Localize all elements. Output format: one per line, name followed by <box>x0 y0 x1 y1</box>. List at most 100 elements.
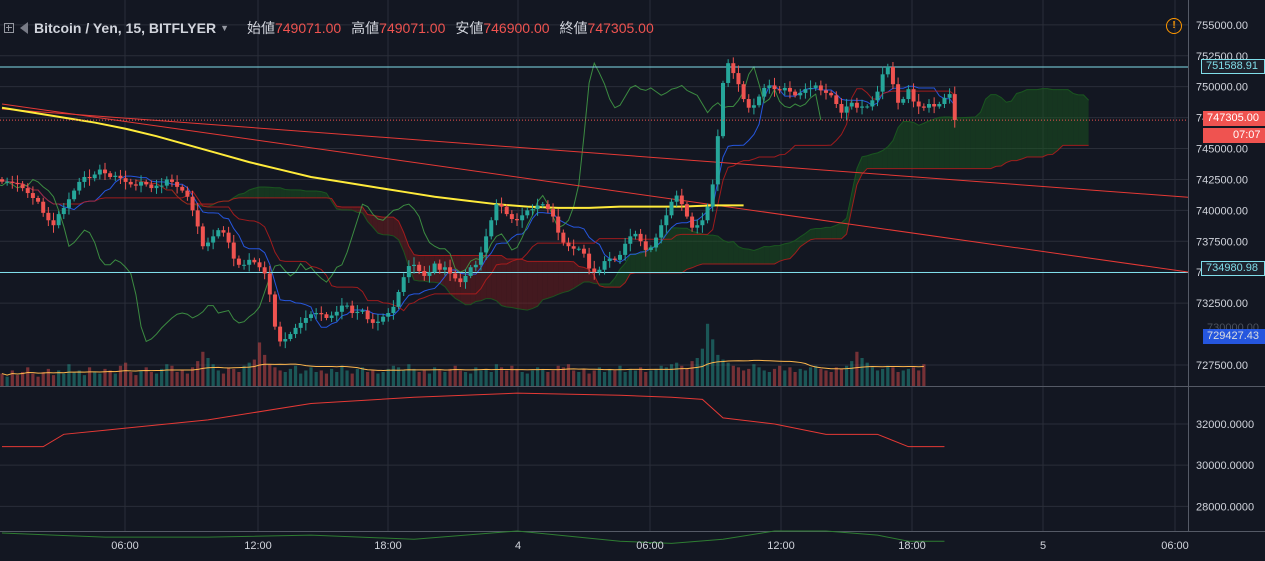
volume-bar <box>469 373 473 386</box>
countdown-tag: 07:07 <box>1203 128 1265 143</box>
candle-body <box>92 174 97 179</box>
volume-bar <box>623 372 627 386</box>
candle-body <box>46 212 51 221</box>
volume-bar <box>381 372 385 386</box>
volume-bar <box>417 372 421 386</box>
candle-body <box>648 247 653 250</box>
ichimoku-cloud <box>377 216 384 235</box>
ichimoku-cloud <box>393 217 399 240</box>
candle-body <box>556 216 561 233</box>
candle-body <box>314 313 319 315</box>
volume-bar <box>77 370 81 386</box>
candle-body <box>118 175 123 179</box>
ichimoku-cloud <box>367 214 373 228</box>
candle-body <box>247 259 252 265</box>
candle-body <box>283 339 288 342</box>
ichimoku-cloud <box>697 232 703 266</box>
candle-body <box>715 136 720 185</box>
volume-bar <box>788 367 792 386</box>
volume-bar <box>350 373 354 386</box>
candle-body <box>365 310 370 320</box>
symbol-title[interactable]: Bitcoin / Yen, 15, BITFLYER <box>34 20 217 36</box>
candle-body <box>612 258 617 260</box>
volume-bar <box>639 367 643 386</box>
volume-bar <box>247 362 251 386</box>
ichimoku-cloud <box>1001 97 1007 167</box>
volume-bar <box>494 364 498 386</box>
candle-body <box>525 210 530 216</box>
chevron-down-icon[interactable]: ▼ <box>220 23 229 33</box>
ichimoku-cloud <box>1026 89 1032 158</box>
candle-body <box>911 89 916 102</box>
flag-icon[interactable] <box>20 22 28 34</box>
expand-icon[interactable] <box>4 23 14 33</box>
volume-bar <box>669 364 674 386</box>
ichimoku-cloud <box>810 228 816 240</box>
candle-body <box>350 305 355 314</box>
ichimoku-cloud <box>887 140 893 169</box>
volume-bar <box>268 364 272 386</box>
volume-bar <box>721 359 725 386</box>
volume-bar <box>901 370 905 386</box>
warning-icon[interactable]: ! <box>1166 18 1182 34</box>
candle-body <box>339 305 344 312</box>
volume-bar <box>165 364 169 386</box>
volume-bar <box>675 362 679 386</box>
volume-ma-tag: 729427.43 <box>1203 329 1265 344</box>
volume-bar <box>438 370 442 386</box>
high-value: 749071.00 <box>379 20 446 36</box>
volume-bar <box>304 370 308 386</box>
candle-body <box>159 185 164 187</box>
candle-body <box>844 106 849 113</box>
candle-body <box>777 89 782 91</box>
ichimoku-cloud <box>872 152 878 169</box>
candle-body <box>628 236 633 244</box>
candle-body <box>448 267 453 274</box>
volume-bar <box>855 351 859 386</box>
ichimoku-cloud <box>609 278 615 288</box>
volume-bar <box>72 372 76 386</box>
ichimoku-cloud <box>959 117 966 169</box>
volume-bar <box>273 367 277 386</box>
candle-body <box>345 305 350 307</box>
volume-bar <box>917 370 921 386</box>
ichimoku-cloud <box>295 189 301 198</box>
candle-body <box>185 190 190 197</box>
ichimoku-cloud <box>254 187 260 198</box>
volume-bar <box>391 365 395 386</box>
volume-bar <box>520 372 524 386</box>
ichimoku-cloud <box>300 190 306 198</box>
volume-bar <box>762 370 766 386</box>
ichimoku-cloud <box>686 228 693 270</box>
candle-body <box>417 264 422 271</box>
senkou-span-b <box>135 144 1089 288</box>
candle-body <box>880 74 885 92</box>
ichimoku-cloud <box>635 253 641 273</box>
sub-tick-label: 32000.0000 <box>1196 419 1254 431</box>
volume-bar <box>185 373 189 386</box>
ichimoku-cloud <box>661 232 667 273</box>
ichimoku-cloud <box>671 227 677 273</box>
candle-body <box>952 94 957 121</box>
volume-bar <box>685 368 689 386</box>
volume-bar <box>134 375 138 386</box>
price-tick-label: 727500.00 <box>1196 360 1248 372</box>
candle-body <box>51 220 56 226</box>
ichimoku-cloud <box>620 263 626 288</box>
volume-bar <box>62 373 66 386</box>
candle-body <box>128 181 133 185</box>
ichimoku-cloud <box>573 261 579 289</box>
volume-bar <box>767 372 771 386</box>
ichimoku-cloud <box>877 150 883 169</box>
candle-body <box>422 270 427 276</box>
candle-body <box>721 82 725 137</box>
volume-bar <box>242 365 246 386</box>
candle-body <box>757 96 762 106</box>
ichimoku-cloud <box>511 259 517 309</box>
time-tick-label: 06:00 <box>1161 540 1189 552</box>
ichimoku-cloud <box>269 187 275 198</box>
candle-body <box>386 313 391 317</box>
ichimoku-cloud <box>362 207 368 222</box>
volume-bar <box>263 354 267 386</box>
